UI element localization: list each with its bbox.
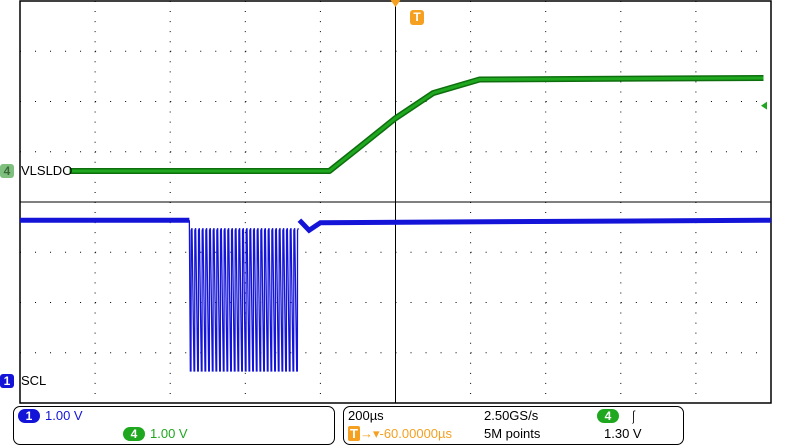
vlsldo-trace bbox=[69, 76, 764, 173]
trigger-position-marker[interactable]: T bbox=[410, 10, 424, 25]
ch1-ground-marker[interactable]: 1 bbox=[0, 374, 14, 388]
trigger-delay[interactable]: T →▾-60.00000µs bbox=[348, 426, 452, 442]
ch4-scale[interactable]: 1.00 V bbox=[150, 426, 188, 441]
delay-value: -60.00000µs bbox=[379, 426, 453, 441]
channel-scale-panel: 1 1.00 V 4 1.00 V bbox=[13, 406, 335, 445]
arrow-right-icon: →▾ bbox=[359, 426, 380, 441]
ch4-label: VLSLDO bbox=[21, 163, 73, 178]
vlsldo-trace-outline bbox=[69, 75, 764, 174]
sample-rate: 2.50GS/s bbox=[484, 408, 539, 423]
trigger-time-marker bbox=[390, 0, 401, 7]
scl-burst bbox=[188, 220, 299, 372]
scl-idle-after bbox=[297, 217, 772, 234]
trigger-level[interactable]: 1.30 V bbox=[604, 426, 642, 441]
record-length[interactable]: 5M points bbox=[484, 426, 541, 441]
ch1-label: SCL bbox=[21, 373, 47, 388]
trigger-source-badge[interactable]: 4 bbox=[597, 409, 619, 423]
ch4-ground-marker[interactable]: 4 bbox=[0, 164, 14, 178]
timebase-trigger-panel: 200µs T →▾-60.00000µs 2.50GS/s 5M points … bbox=[343, 406, 684, 445]
trigger-icon: T bbox=[348, 426, 360, 441]
timebase[interactable]: 200µs bbox=[348, 408, 384, 423]
rising-edge-icon[interactable]: ⎰ bbox=[627, 410, 641, 425]
trigger-level-marker bbox=[761, 101, 767, 110]
ch1-badge[interactable]: 1 bbox=[18, 409, 40, 423]
ch1-scale[interactable]: 1.00 V bbox=[45, 408, 83, 423]
ch4-badge[interactable]: 4 bbox=[123, 427, 145, 441]
